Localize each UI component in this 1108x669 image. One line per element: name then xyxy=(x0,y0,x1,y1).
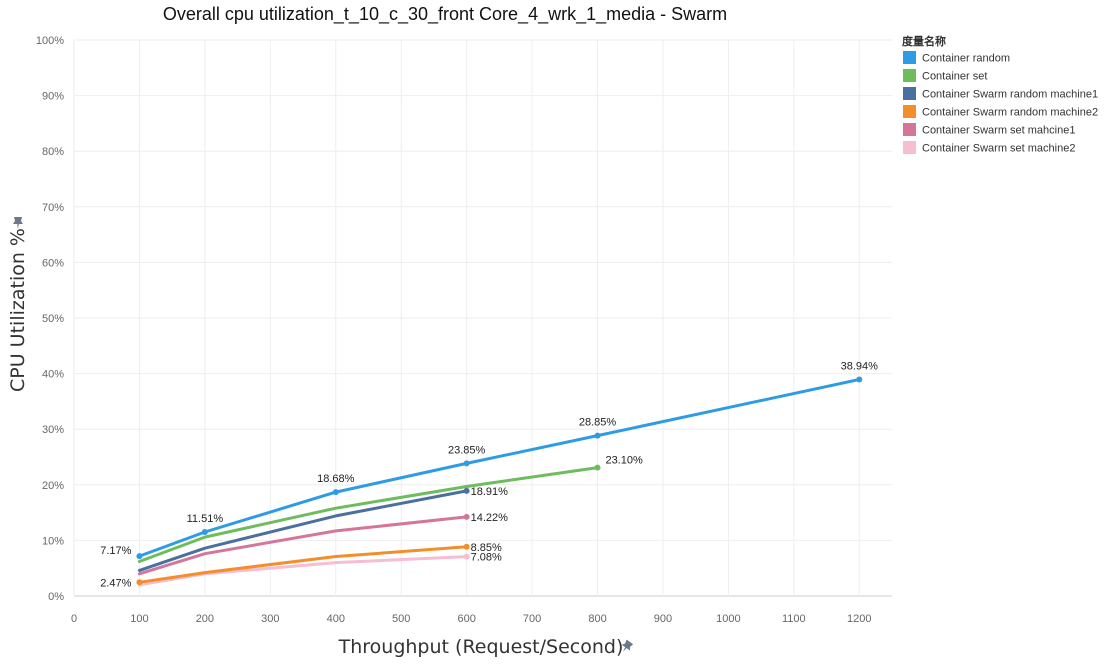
y-tick-label: 80% xyxy=(42,146,64,158)
x-axis-title-group: Throughput (Request/Second) xyxy=(338,636,634,658)
legend-label: Container Swarm set mahcine1 xyxy=(922,125,1075,137)
data-label: 18.91% xyxy=(471,486,509,498)
legend-item[interactable]: Container Swarm set machine2 xyxy=(903,141,1075,155)
x-tick-label: 600 xyxy=(457,613,475,625)
legend-swatch xyxy=(903,123,916,136)
x-tick-label: 400 xyxy=(327,613,345,625)
x-tick-label: 1100 xyxy=(782,613,806,625)
data-point[interactable] xyxy=(463,553,470,560)
legend-label: Container set xyxy=(922,71,987,83)
legend-item[interactable]: Container set xyxy=(903,69,987,83)
legend-swatch xyxy=(903,141,916,154)
data-point[interactable] xyxy=(856,376,863,383)
x-tick-label: 200 xyxy=(196,613,214,625)
legend-label: Container Swarm random machine1 xyxy=(922,89,1098,101)
data-label: 7.08% xyxy=(471,552,502,564)
series-line[interactable] xyxy=(137,378,861,558)
x-tick-label: 1200 xyxy=(847,613,871,625)
data-point[interactable] xyxy=(463,487,470,494)
data-point[interactable] xyxy=(136,553,143,560)
x-axis-title: Throughput (Request/Second) xyxy=(338,636,624,658)
data-point[interactable] xyxy=(594,464,601,471)
y-tick-label: 100% xyxy=(36,35,64,47)
data-label: 23.10% xyxy=(606,455,644,467)
x-axis-ticks: 0 100 200 300 400 500 600 700 800 900 1000 1100 1200 xyxy=(71,613,872,625)
legend-swatch xyxy=(903,51,916,64)
x-tick-label: 800 xyxy=(588,613,606,625)
legend-label: Container random xyxy=(922,53,1010,65)
x-tick-label: 0 xyxy=(71,613,77,625)
x-tick-label: 500 xyxy=(392,613,410,625)
legend-item[interactable]: Container Swarm random machine2 xyxy=(903,105,1098,119)
y-tick-label: 20% xyxy=(42,480,64,492)
x-axis-pin-icon[interactable] xyxy=(619,639,634,655)
grid xyxy=(73,39,892,597)
data-label: 18.68% xyxy=(317,473,355,485)
legend-label: Container Swarm random machine2 xyxy=(922,107,1098,119)
data-label: 11.51% xyxy=(187,513,224,525)
legend-swatch xyxy=(903,69,916,82)
data-label: 14.22% xyxy=(471,512,509,524)
x-tick-label: 300 xyxy=(261,613,279,625)
chart-title: Overall cpu utilization_t_10_c_30_front … xyxy=(163,4,727,25)
legend-item[interactable]: Container Swarm random machine1 xyxy=(903,87,1098,101)
legend: 度量名称 Container random Container set Contai… xyxy=(902,34,1098,155)
y-axis-title: CPU Utilization % xyxy=(7,228,29,392)
data-point[interactable] xyxy=(463,513,470,520)
y-axis-pin-icon[interactable] xyxy=(13,217,23,229)
series-line[interactable] xyxy=(137,555,469,587)
data-label: 8.85% xyxy=(471,542,502,554)
y-axis-ticks: 0% 10% 20% 30% 40% 50% 60% 70% 80% 90% 100% xyxy=(36,35,64,603)
legend-item[interactable]: Container Swarm set mahcine1 xyxy=(903,123,1075,137)
y-axis-title-group: CPU Utilization % xyxy=(7,217,29,392)
data-label: 2.47% xyxy=(100,577,131,589)
y-tick-label: 30% xyxy=(42,424,64,436)
data-point[interactable] xyxy=(463,543,470,550)
data-point[interactable] xyxy=(594,432,601,439)
x-tick-label: 900 xyxy=(654,613,672,625)
data-label: 7.17% xyxy=(100,545,131,557)
legend-title: 度量名称 xyxy=(902,34,946,48)
y-tick-label: 40% xyxy=(42,369,64,381)
data-point[interactable] xyxy=(201,529,208,536)
y-tick-label: 60% xyxy=(42,257,64,269)
y-tick-label: 50% xyxy=(42,313,64,325)
data-point[interactable] xyxy=(463,460,470,467)
data-label: 38.94% xyxy=(841,360,879,372)
y-tick-label: 90% xyxy=(42,91,64,103)
series-lines xyxy=(136,376,863,587)
series-line[interactable] xyxy=(137,515,469,576)
series-line[interactable] xyxy=(137,545,469,584)
data-point[interactable] xyxy=(136,579,143,586)
legend-item[interactable]: Container random xyxy=(903,51,1010,65)
legend-swatch xyxy=(903,105,916,118)
y-tick-label: 0% xyxy=(48,591,64,603)
legend-swatch xyxy=(903,87,916,100)
x-tick-label: 100 xyxy=(130,613,148,625)
x-tick-label: 700 xyxy=(523,613,541,625)
data-labels: 7.17% 11.51% 18.68% 23.85% 28.85% 38.94% 23.10… xyxy=(100,360,878,589)
legend-label: Container Swarm set machine2 xyxy=(922,143,1075,155)
y-tick-label: 70% xyxy=(42,202,64,214)
data-label: 23.85% xyxy=(448,444,486,456)
series-line[interactable] xyxy=(137,466,599,563)
data-label: 28.85% xyxy=(579,417,617,429)
y-tick-label: 10% xyxy=(42,535,64,547)
series-line[interactable] xyxy=(137,489,469,572)
data-point[interactable] xyxy=(332,489,339,496)
x-tick-label: 1000 xyxy=(716,613,740,625)
